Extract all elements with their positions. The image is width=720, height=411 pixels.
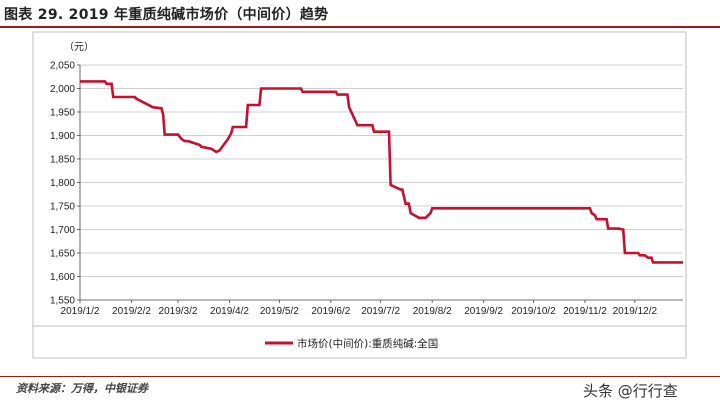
series-line-0: [80, 80, 683, 264]
x-tick-label: 2019/4/2: [210, 306, 249, 317]
legend-label: 市场价(中间价):重质纯碱:全国: [297, 337, 438, 350]
x-tick-label: 2019/7/2: [361, 306, 400, 317]
source-note: 资料来源：万得，中银证券: [16, 382, 148, 395]
x-tick-label: 2019/9/2: [464, 306, 503, 317]
y-tick-label: 1,800: [50, 178, 75, 189]
y-tick-label: 1,950: [50, 108, 75, 119]
title-bar: 图表 29. 2019 年重质纯碱市场价（中间价）趋势: [0, 0, 720, 28]
axes: [77, 64, 683, 303]
x-tick-label: 2019/6/2: [311, 306, 350, 317]
series-layer: [80, 80, 683, 264]
footer-divider: [0, 376, 720, 377]
y-tick-label: 1,550: [50, 296, 75, 307]
x-tick-label: 2019/10/2: [511, 306, 556, 317]
watermark: 头条 @行行查: [583, 382, 678, 400]
x-tick-label: 2019/1/2: [61, 306, 100, 317]
x-tick-labels: 2019/1/2 2019/2/2 2019/3/2 2019/4/2 2019/5/2…: [61, 306, 658, 317]
chart-canvas: （元） 1,5501,6001,6501,7001,7501,8001,8501…: [32, 31, 687, 359]
x-tick-label: 2019/8/2: [413, 306, 452, 317]
x-tick-label: 2019/5/2: [260, 306, 299, 317]
y-tick-label: 2,000: [50, 84, 75, 95]
y-tick-label: 1,900: [50, 131, 75, 142]
grid-lines: [80, 64, 683, 277]
y-tick-label: 1,600: [50, 272, 75, 283]
x-tick-label: 2019/3/2: [159, 306, 198, 317]
chart-title: 图表 29. 2019 年重质纯碱市场价（中间价）趋势: [4, 7, 329, 23]
x-tick-label: 2019/11/2: [563, 306, 607, 317]
y-tick-label: 1,650: [50, 249, 75, 260]
y-tick-label: 2,050: [50, 61, 75, 72]
x-tick-label: 2019/12/2: [613, 306, 658, 317]
y-tick-label: 1,700: [50, 225, 75, 236]
y-tick-label: 1,850: [50, 155, 75, 166]
y-axis-label: （元）: [64, 41, 94, 53]
x-tick-label: 2019/2/2: [112, 306, 151, 317]
y-tick-label: 1,750: [50, 202, 75, 213]
legend-box: [32, 325, 687, 359]
y-tick-labels: 1,550 1,600 1,650 1,700 1,750 1,800 1,850 1,900…: [50, 61, 75, 307]
